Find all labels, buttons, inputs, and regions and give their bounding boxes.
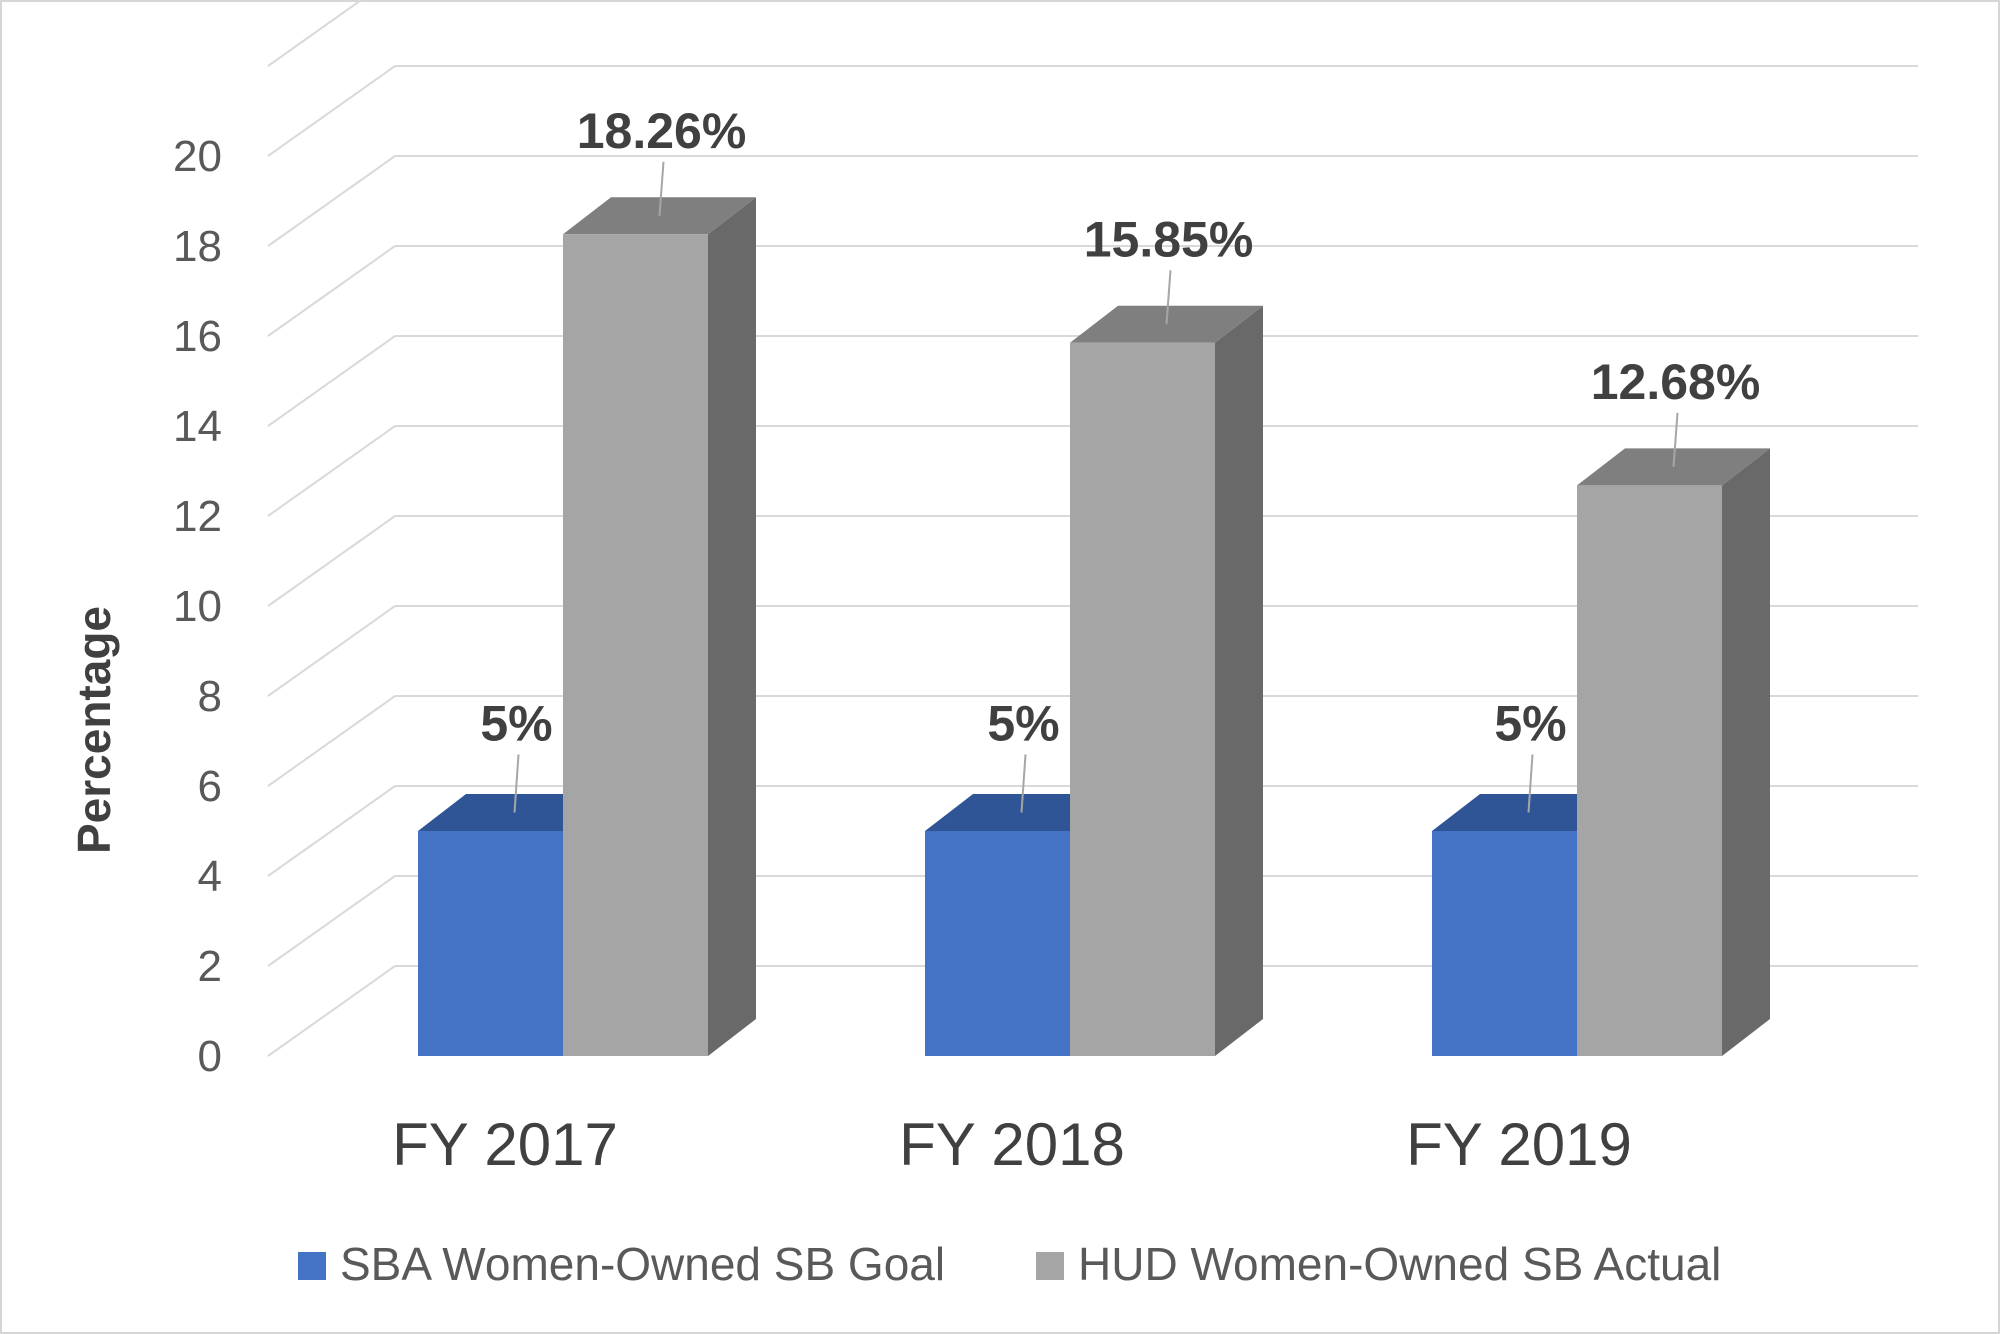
bar-side xyxy=(1722,448,1770,1056)
x-category-label: FY 2017 xyxy=(392,1111,618,1178)
data-label-leader xyxy=(1020,754,1027,813)
gridline-diagonal xyxy=(267,425,396,517)
gridline-diagonal xyxy=(267,245,396,337)
data-label-leader xyxy=(1672,412,1679,467)
bar xyxy=(1070,342,1215,1056)
y-tick-label: 4 xyxy=(198,852,222,901)
data-label: 5% xyxy=(480,696,552,752)
data-label: 18.26% xyxy=(577,103,747,159)
data-label: 5% xyxy=(1494,696,1566,752)
data-label: 12.68% xyxy=(1591,354,1761,410)
y-axis-title: Percentage xyxy=(68,606,120,854)
x-category-label: FY 2018 xyxy=(899,1111,1125,1178)
x-category-label: FY 2019 xyxy=(1406,1111,1632,1178)
y-tick-label: 0 xyxy=(198,1032,222,1081)
bar xyxy=(925,831,1070,1056)
y-tick-label: 14 xyxy=(173,402,222,451)
legend-label: SBA Women-Owned SB Goal xyxy=(340,1238,945,1290)
x-axis-categories: FY 2017 FY 2018 FY 2019 xyxy=(392,1111,1632,1178)
gridline-diagonal xyxy=(267,965,396,1057)
y-tick-label: 8 xyxy=(198,672,222,721)
legend-label: HUD Women-Owned SB Actual xyxy=(1078,1238,1721,1290)
gridline-diagonal xyxy=(267,0,363,67)
y-tick-label: 18 xyxy=(173,222,222,271)
gridline-diagonal xyxy=(267,875,396,967)
legend-swatch xyxy=(298,1252,326,1280)
legend-swatch xyxy=(1036,1252,1064,1280)
gridline-diagonal xyxy=(267,155,396,247)
bar xyxy=(418,831,563,1056)
y-tick-label: 10 xyxy=(173,582,222,631)
bars xyxy=(418,197,1770,1057)
y-tick-label: 12 xyxy=(173,492,222,541)
y-tick-label: 2 xyxy=(198,942,222,991)
data-label-leader xyxy=(513,754,520,813)
y-axis-ticks: 0 2 4 6 8 10 12 14 16 18 20 xyxy=(173,132,222,1081)
gridline-diagonal xyxy=(267,515,396,607)
gridline-diagonal xyxy=(267,785,396,877)
gridline-diagonal xyxy=(267,335,396,427)
bar xyxy=(1432,831,1577,1056)
bar xyxy=(563,234,708,1057)
bar xyxy=(1577,485,1722,1056)
y-tick-label: 16 xyxy=(173,312,222,361)
y-tick-label: 6 xyxy=(198,762,222,811)
data-label: 5% xyxy=(987,696,1059,752)
data-label-leader xyxy=(1165,270,1172,325)
data-label: 15.85% xyxy=(1084,211,1254,267)
legend: SBA Women-Owned SB Goal HUD Women-Owned S… xyxy=(298,1238,1721,1290)
gridline-diagonal xyxy=(267,695,396,787)
data-label-leader xyxy=(658,161,665,216)
bar-side xyxy=(708,197,756,1057)
data-labels: 5% 18.26% 5% 15.85% 5% 12.68% xyxy=(480,103,1760,813)
data-label-leader xyxy=(1527,754,1534,813)
gridline-diagonal xyxy=(267,605,396,697)
gridline-diagonal xyxy=(267,65,396,157)
y-tick-label: 20 xyxy=(173,132,222,181)
bar-side xyxy=(1215,305,1263,1056)
